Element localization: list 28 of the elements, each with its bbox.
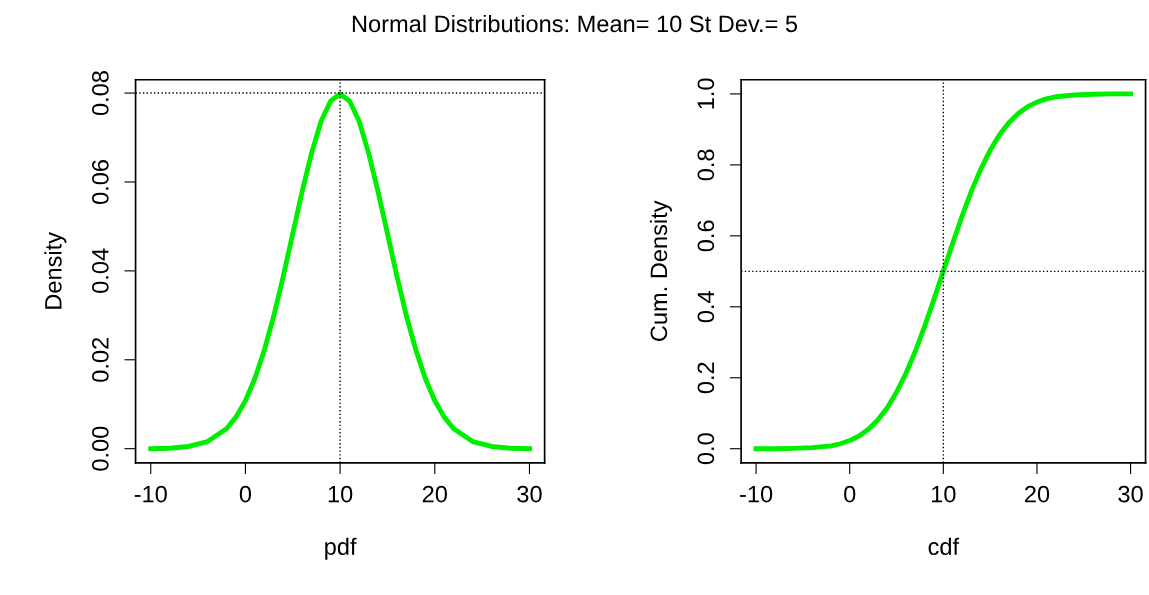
y-tick-label: 1.0 xyxy=(697,78,715,109)
y-tick-label: 0.06 xyxy=(91,160,109,205)
x-tick-label: 10 xyxy=(328,485,353,503)
y-axis-title: Cum. Density xyxy=(649,200,672,341)
y-tick-label: 0.00 xyxy=(91,426,109,471)
y-tick-label: 0.8 xyxy=(697,149,715,181)
x-tick-label: 10 xyxy=(932,485,956,503)
line-series xyxy=(148,91,532,452)
y-tick-label: 0.4 xyxy=(697,291,715,323)
y-tick-label: 0.2 xyxy=(697,362,715,394)
y-tick-label: 0.02 xyxy=(91,337,109,382)
y-tick-label: 0.0 xyxy=(697,433,715,465)
x-tick-label: -10 xyxy=(740,485,773,503)
x-tick-label: 0 xyxy=(844,485,856,503)
y-tick-label: 0.08 xyxy=(91,71,109,116)
x-axis-title: pdf xyxy=(325,537,357,560)
y-axis-title: Density xyxy=(44,232,67,309)
x-tick-label: 30 xyxy=(1118,485,1143,503)
y-tick-label: 0.6 xyxy=(697,220,715,252)
x-axis-title: cdf xyxy=(928,537,960,556)
x-tick-label: 30 xyxy=(517,485,542,503)
x-tick-label: 20 xyxy=(422,485,447,503)
y-tick-label: 0.04 xyxy=(91,248,109,293)
x-tick-label: -10 xyxy=(134,485,167,503)
chart-title: Normal Distributions: Mean= 10 St Dev.= 5 xyxy=(352,14,798,33)
x-tick-label: 0 xyxy=(239,485,252,503)
line-series xyxy=(753,91,1133,452)
x-tick-label: 20 xyxy=(1025,485,1050,503)
